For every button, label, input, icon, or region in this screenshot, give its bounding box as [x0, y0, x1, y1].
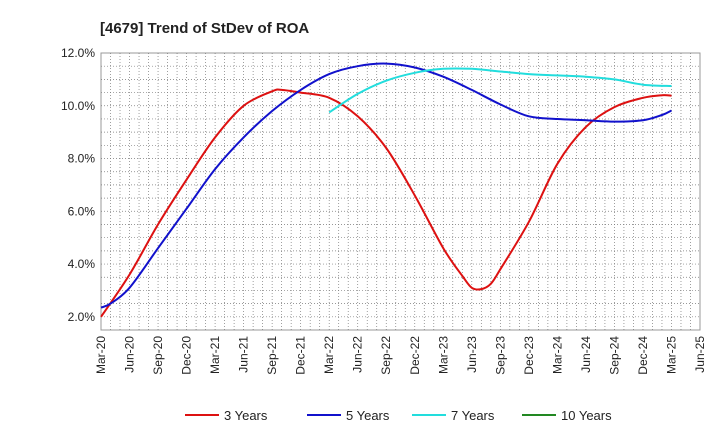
x-tick-label: Jun-24 — [579, 336, 593, 373]
x-tick-label: Jun-21 — [237, 336, 251, 373]
y-tick-label: 8.0% — [68, 152, 96, 166]
x-tick-label: Dec-22 — [408, 336, 422, 375]
y-tick-label: 2.0% — [68, 310, 96, 324]
legend-label-10-years: 10 Years — [561, 408, 612, 423]
x-tick-label: Jun-22 — [351, 336, 365, 373]
x-tick-label: Mar-23 — [436, 336, 450, 374]
chart-title: [4679] Trend of StDev of ROA — [100, 20, 309, 37]
legend: 3 Years 5 Years 7 Years 10 Years — [185, 408, 612, 423]
x-tick-label: Dec-23 — [522, 336, 536, 375]
x-tick-label: Jun-20 — [123, 336, 137, 373]
x-tick-label: Mar-21 — [208, 336, 222, 374]
series-line-5-years — [100, 62, 672, 309]
series-line-7-years — [328, 67, 672, 114]
x-tick-label: Mar-20 — [94, 336, 108, 374]
legend-label-3-years: 3 Years — [224, 408, 268, 423]
grid-layer — [100, 52, 701, 331]
x-tick-label: Dec-24 — [636, 336, 650, 375]
x-tick-label: Sep-24 — [607, 336, 621, 375]
legend-label-7-years: 7 Years — [451, 408, 495, 423]
x-tick-label: Sep-22 — [379, 336, 393, 375]
x-tick-label: Jun-23 — [465, 336, 479, 373]
x-tick-label: Sep-20 — [151, 336, 165, 375]
x-tick-label: Dec-20 — [180, 336, 194, 375]
x-tick-label: Dec-21 — [294, 336, 308, 375]
axis-layer: 2.0% 4.0% 6.0% 8.0% 10.0% 12.0% Mar-20 Jun-20 Se… — [61, 46, 707, 375]
y-tick-label: 6.0% — [68, 204, 96, 218]
x-tick-label: Mar-25 — [664, 336, 678, 374]
x-tick-label: Sep-21 — [265, 336, 279, 375]
plot-area — [100, 52, 701, 331]
x-tick-label: Mar-22 — [322, 336, 336, 374]
x-tick-label: Sep-23 — [493, 336, 507, 375]
series-line-3-years — [100, 88, 672, 318]
x-tick-label: Mar-24 — [550, 336, 564, 374]
y-tick-label: 4.0% — [68, 257, 96, 271]
y-tick-label: 12.0% — [61, 46, 95, 60]
legend-label-5-years: 5 Years — [346, 408, 390, 423]
series-layer — [100, 62, 672, 318]
x-tick-label: Jun-25 — [693, 336, 707, 373]
y-tick-label: 10.0% — [61, 99, 95, 113]
